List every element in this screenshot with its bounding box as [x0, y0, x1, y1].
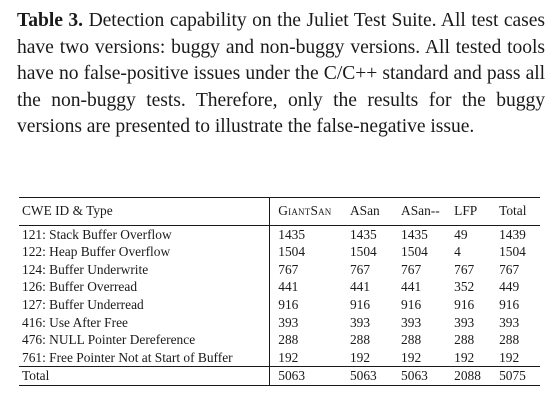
row-cwe: 416: Use After Free: [19, 313, 271, 332]
total-lfp: 2088: [454, 366, 500, 386]
row-lfp: 916: [454, 296, 475, 312]
caption-label: Table 3.: [17, 10, 83, 31]
header-total: Total: [499, 197, 540, 226]
row-asan-minus: 916: [401, 296, 422, 312]
row-giantsan: 441: [278, 279, 299, 295]
row-giantsan: 916: [278, 296, 299, 312]
row-lfp: 767: [454, 261, 475, 277]
row-total: 449: [499, 279, 520, 295]
total-total: 5075: [499, 366, 540, 386]
table-row: 122: Heap Buffer Overflow 1504 1504 1504…: [19, 243, 540, 261]
row-cwe: 126: Buffer Overread: [19, 278, 271, 296]
header-asan-minus: ASan--: [401, 197, 455, 226]
row-lfp: 393: [454, 314, 475, 330]
row-asan: 288: [349, 332, 371, 348]
row-asan: 393: [349, 314, 371, 330]
row-asan-minus: 767: [401, 261, 422, 277]
row-asan: 441: [349, 279, 371, 295]
row-total: 1504: [499, 244, 526, 260]
row-total: 767: [499, 261, 520, 277]
row-asan: 1504: [349, 244, 377, 260]
table-row: 124: Buffer Underwrite 767 767 767 767 7…: [19, 260, 540, 279]
row-lfp: 4: [454, 244, 461, 260]
row-total: 393: [499, 314, 520, 330]
table-row: 121: Stack Buffer Overflow 1435 1435 143…: [19, 225, 540, 244]
row-cwe: 127: Buffer Underread: [19, 295, 271, 314]
row-giantsan: 393: [278, 314, 299, 330]
table-total-row: Total 5063 5063 5063 2088 5075: [19, 366, 540, 386]
total-asan-minus: 5063: [401, 366, 455, 386]
table-row: 126: Buffer Overread 441 441 441 352 449: [19, 278, 540, 296]
row-cwe: 121: Stack Buffer Overflow: [19, 225, 271, 244]
header-lfp: LFP: [454, 197, 500, 226]
row-total: 192: [499, 349, 520, 365]
row-giantsan: 1504: [278, 244, 306, 260]
row-asan-minus: 441: [401, 279, 422, 295]
row-lfp: 49: [454, 226, 468, 242]
row-asan-minus: 1504: [401, 244, 428, 260]
total-giantsan: 5063: [269, 366, 350, 386]
row-total: 1439: [499, 226, 526, 242]
row-asan-minus: 288: [401, 332, 422, 348]
caption-text: Detection capability on the Juliet Test …: [17, 10, 545, 138]
row-asan: 192: [349, 349, 371, 365]
row-lfp: 192: [454, 349, 475, 365]
row-asan: 1435: [349, 226, 377, 242]
total-asan: 5063: [349, 366, 402, 386]
table-caption: Table 3. Detection capability on the Jul…: [17, 8, 545, 141]
table-row: 416: Use After Free 393 393 393 393 393: [19, 313, 540, 332]
row-cwe: 122: Heap Buffer Overflow: [19, 243, 271, 261]
header-cwe: CWE ID & Type: [19, 197, 271, 226]
total-label: Total: [19, 366, 271, 386]
table-row: 127: Buffer Underread 916 916 916 916 91…: [19, 295, 540, 314]
row-total: 916: [499, 296, 520, 312]
header-giantsan: GiantSan: [269, 197, 350, 226]
row-total: 288: [499, 332, 520, 348]
row-lfp: 288: [454, 332, 475, 348]
row-giantsan: 1435: [278, 226, 306, 242]
row-cwe: 761: Free Pointer Not at Start of Buffer: [19, 348, 271, 367]
row-asan-minus: 1435: [401, 226, 428, 242]
table-header-row: CWE ID & Type GiantSan ASan ASan-- LFP T…: [19, 197, 540, 226]
row-asan: 767: [349, 261, 371, 277]
row-cwe: 124: Buffer Underwrite: [19, 260, 271, 279]
row-asan-minus: 192: [401, 349, 422, 365]
results-table: CWE ID & Type GiantSan ASan ASan-- LFP T…: [19, 197, 540, 386]
row-asan-minus: 393: [401, 314, 422, 330]
table-row: 761: Free Pointer Not at Start of Buffer…: [19, 348, 540, 367]
row-giantsan: 192: [278, 349, 299, 365]
row-lfp: 352: [454, 279, 475, 295]
row-giantsan: 767: [278, 261, 299, 277]
row-cwe: 476: NULL Pointer Dereference: [19, 331, 271, 349]
table-row: 476: NULL Pointer Dereference 288 288 28…: [19, 331, 540, 349]
row-asan: 916: [349, 296, 371, 312]
row-giantsan: 288: [278, 332, 299, 348]
header-asan: ASan: [349, 197, 402, 226]
